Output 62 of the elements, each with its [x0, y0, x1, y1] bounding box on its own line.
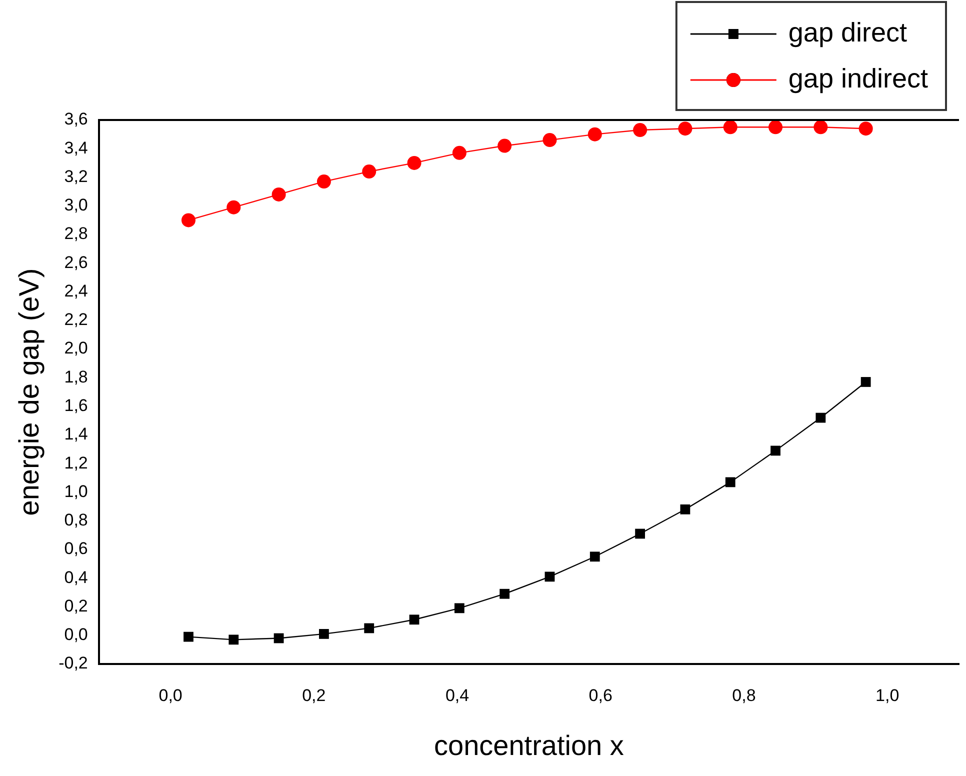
- point: [452, 146, 466, 160]
- point: [454, 603, 464, 614]
- y-tick-label: 1,0: [64, 482, 88, 501]
- point: [723, 120, 738, 134]
- point: [768, 120, 783, 134]
- x-tick-label: 0,0: [158, 686, 182, 705]
- y-tick-label: 0,8: [64, 510, 88, 530]
- y-tick-label: 3,2: [64, 166, 88, 186]
- x-tick-label: 0,6: [588, 686, 612, 705]
- x-tick-label: 0,2: [302, 686, 326, 705]
- point: [498, 138, 512, 153]
- y-tick-label: 1,8: [64, 367, 88, 386]
- point: [590, 552, 600, 562]
- point: [635, 528, 645, 539]
- point: [770, 446, 780, 456]
- point: [319, 628, 329, 639]
- point: [816, 412, 826, 423]
- y-tick-label: 0,0: [64, 625, 88, 644]
- point: [814, 120, 828, 134]
- y-tick-label: 0,2: [64, 596, 88, 616]
- y-tick-label: 3,4: [64, 138, 88, 158]
- point: [542, 133, 557, 148]
- point: [633, 123, 648, 138]
- point: [588, 127, 602, 142]
- y-tick-label: 1,2: [64, 453, 88, 472]
- legend-label: gap direct: [788, 17, 908, 48]
- y-tick-label: 3,6: [64, 110, 88, 129]
- point: [226, 200, 241, 214]
- point: [362, 164, 376, 179]
- point: [228, 634, 239, 645]
- x-tick-label: 0,4: [445, 686, 470, 705]
- y-tick-label: 2,8: [64, 224, 88, 244]
- point: [407, 156, 422, 170]
- y-tick-label: 0,6: [64, 539, 88, 558]
- y-tick-label: 2,6: [64, 252, 88, 272]
- point: [860, 377, 871, 387]
- point: [316, 174, 331, 189]
- point: [274, 633, 284, 644]
- y-tick-label: 2,0: [64, 338, 88, 358]
- point: [364, 623, 374, 634]
- x-axis-title: concentration x: [434, 730, 624, 761]
- y-tick-label: 3,0: [64, 196, 88, 215]
- point: [680, 504, 690, 514]
- y-tick-label: 0,4: [64, 568, 88, 587]
- y-tick-label: 1,4: [64, 424, 88, 444]
- legend-label: gap indirect: [788, 63, 928, 94]
- y-tick-label: 1,6: [64, 396, 88, 416]
- y-tick-label: -0,2: [58, 654, 88, 673]
- y-tick-label: 2,2: [64, 310, 88, 330]
- y-tick-label: 2,4: [64, 281, 88, 300]
- point: [725, 477, 736, 488]
- point: [272, 187, 286, 202]
- point: [858, 122, 873, 136]
- point: [181, 213, 196, 228]
- point: [678, 122, 692, 136]
- y-axis-title: energie de gap (eV): [14, 268, 45, 516]
- x-tick-label: 1,0: [876, 686, 900, 705]
- point: [184, 632, 194, 642]
- x-tick-label: 0,8: [732, 686, 756, 705]
- point: [544, 572, 555, 582]
- point: [500, 588, 510, 599]
- point: [409, 614, 420, 625]
